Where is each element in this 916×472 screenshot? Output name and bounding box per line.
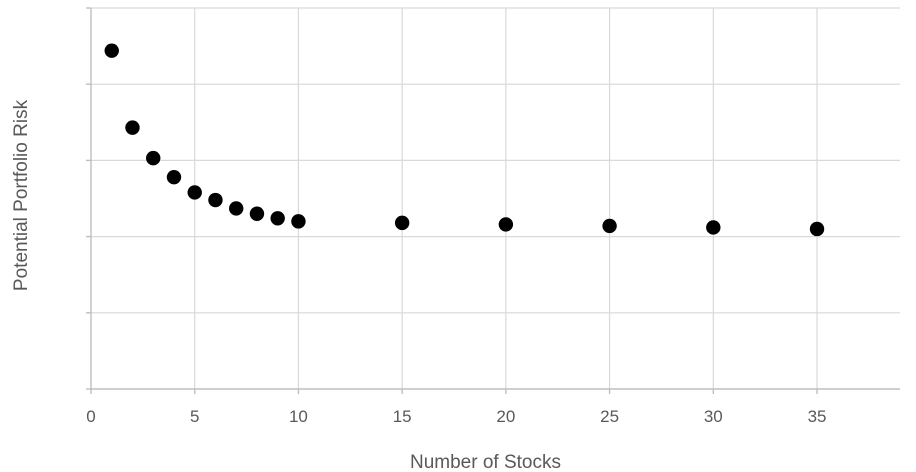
data-point-4 xyxy=(166,169,182,185)
x-tick-label-35: 35 xyxy=(808,407,827,426)
data-point-25 xyxy=(602,218,617,234)
y-axis-title: Potential Portfolio Risk xyxy=(11,99,32,291)
x-tick-label-15: 15 xyxy=(393,407,412,426)
data-point-2 xyxy=(125,120,140,135)
x-tick-label-20: 20 xyxy=(496,407,515,426)
x-tick-label-0: 0 xyxy=(86,407,95,426)
data-point-10 xyxy=(291,214,306,229)
x-tick-label-5: 5 xyxy=(190,407,199,426)
data-point-7 xyxy=(229,201,244,216)
data-point-20 xyxy=(498,217,514,232)
data-point-35 xyxy=(809,221,825,237)
x-tick-labels: 0 5 10 15 20 25 30 35 xyxy=(86,407,826,426)
x-tick-label-10: 10 xyxy=(289,407,308,426)
x-axis-title: Number of Stocks xyxy=(410,452,561,472)
data-point-8 xyxy=(249,206,265,221)
data-point-6 xyxy=(208,192,223,208)
data-point-1 xyxy=(104,43,119,58)
data-point-5 xyxy=(187,185,202,200)
data-point-15 xyxy=(394,215,410,231)
axes xyxy=(86,7,900,394)
data-points xyxy=(104,43,825,237)
x-tick-label-30: 30 xyxy=(704,407,723,426)
data-point-9 xyxy=(270,211,285,226)
x-tick-label-25: 25 xyxy=(600,407,619,426)
data-point-3 xyxy=(146,150,161,166)
data-point-30 xyxy=(706,220,721,235)
